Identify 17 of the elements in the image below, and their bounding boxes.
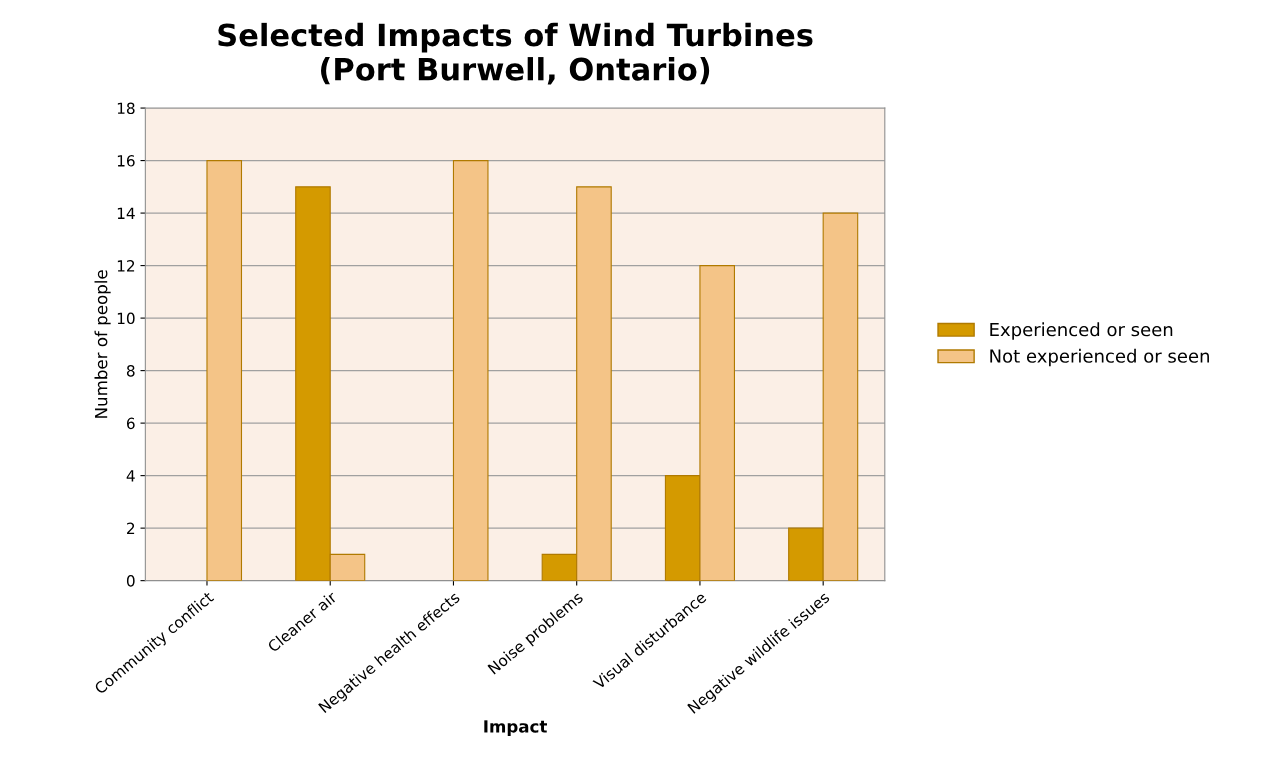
y-tick-label: 16	[117, 155, 135, 167]
y-tick-label: 2	[127, 522, 135, 534]
y-tick-label: 18	[117, 102, 135, 115]
y-tick-label: 10	[117, 312, 135, 325]
y-tick-label: 14	[117, 207, 135, 219]
y-tick-label: 4	[126, 470, 135, 482]
y-tick-label: 8	[126, 365, 135, 377]
bar	[206, 160, 243, 581]
y-tick-label: 0	[126, 575, 135, 587]
x-axis-title: Impact	[484, 720, 547, 736]
legend-label: Experienced or seen	[990, 322, 1173, 340]
y-tick-label: 12	[117, 260, 135, 272]
y-tick-label: 6	[126, 417, 135, 430]
y-axis-title: Number of people	[94, 270, 111, 418]
legend-label: Not experienced or seen	[990, 348, 1209, 367]
chart-title: Selected Impacts of Wind Turbines (Port Burwell, Ontario)	[218, 22, 813, 85]
bar	[452, 160, 489, 581]
